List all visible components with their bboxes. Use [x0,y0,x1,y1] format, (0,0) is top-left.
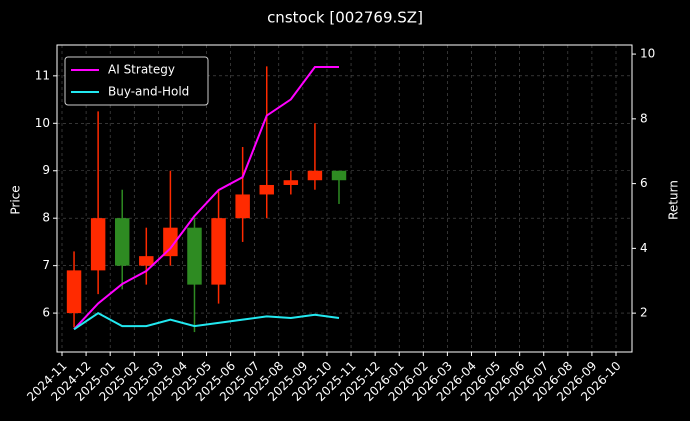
candle-body [139,256,154,266]
legend-label: AI Strategy [108,63,175,77]
y-tick-label: 6 [42,306,50,320]
plot-frame [56,44,633,353]
candle-body [235,194,250,219]
y2-tick-label: 8 [640,111,648,125]
y2-tick-label: 10 [640,47,655,61]
y-tick-label: 7 [42,258,50,272]
y-tick-label: 9 [42,163,50,177]
y-tick-label: 10 [35,116,50,130]
candle-body [163,227,178,257]
candle-body [90,218,106,271]
candle-body [307,170,323,181]
y2-tick-label: 2 [640,306,648,320]
legend-box [64,56,209,106]
line-series [73,311,340,331]
y-tick-label: 8 [42,211,50,225]
candle-body [211,218,226,285]
y2-tick-label: 6 [640,176,648,190]
legend-label: Buy-and-Hold [108,85,189,99]
line-series [73,66,339,331]
candle-body [283,180,299,185]
candle-body [259,184,274,195]
y-axis-label: Price [9,185,23,214]
y2-tick-label: 4 [640,241,648,255]
legend: AI Strategy Buy-and-Hold [64,56,209,106]
candle-body [187,227,202,285]
candle-body [114,218,130,266]
y2-axis-label: Return [667,180,681,220]
candle-body [331,170,347,181]
y-tick-label: 11 [35,68,50,82]
candle-body [66,270,82,314]
chart-title: cnstock [002769.SZ] [267,9,423,27]
